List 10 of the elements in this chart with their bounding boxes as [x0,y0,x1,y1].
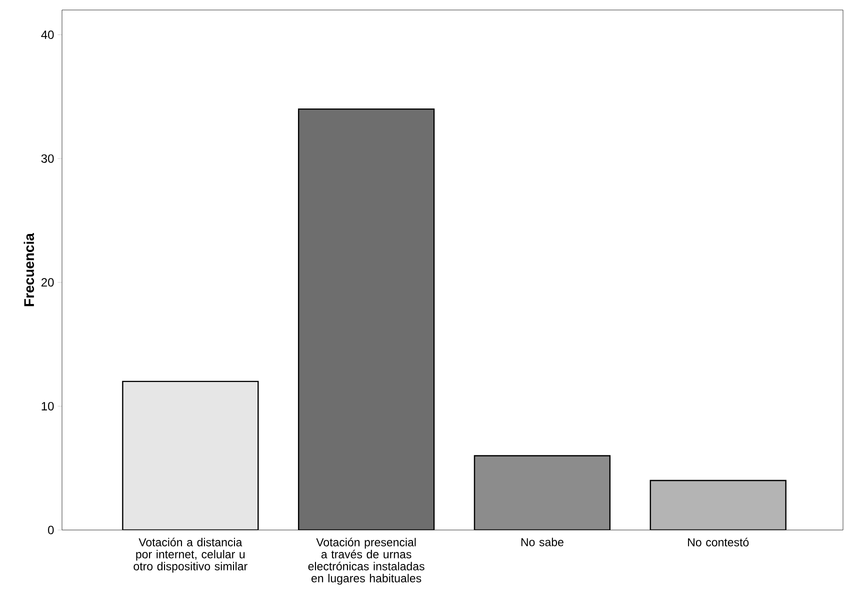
x-tick-label: No sabe [521,538,564,546]
x-tick-label: No contestó [688,538,749,546]
y-tick-label: 20 [41,278,54,287]
y-tick-label: 30 [41,154,54,163]
y-tick-label: 10 [42,402,54,410]
y-tick-label: 0 [48,526,54,534]
y-tick-label: 40 [41,30,54,40]
y-axis-title: Frecuencia [24,232,34,306]
x-tick-label: Votación presencial a través de urnas electrónicas instaladas en lugares habituales [308,538,424,585]
x-tick-label: Votación a distancia por internet, celular u otro dispositivo similar [134,538,248,573]
